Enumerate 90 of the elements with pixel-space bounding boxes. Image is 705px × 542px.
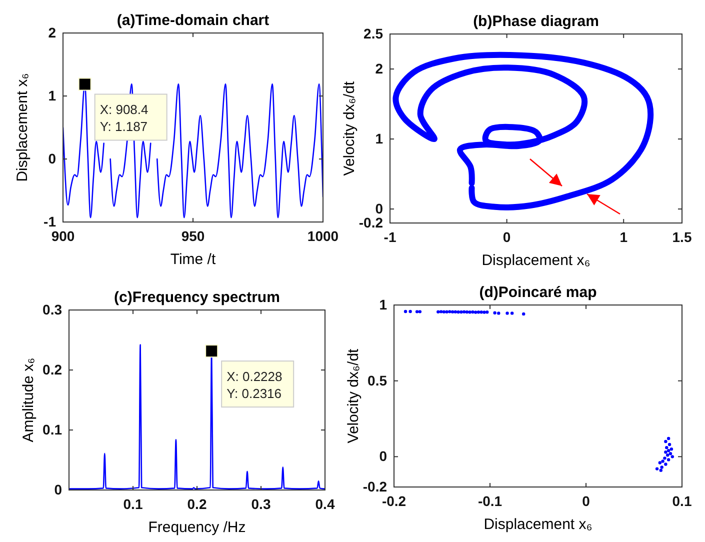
y-tick-label: 1: [375, 130, 384, 146]
y-tick-label: 0: [379, 448, 388, 464]
point: [659, 468, 662, 472]
x-axis-title: Time /t: [170, 251, 216, 268]
y-axis-title: Amplitude x₆: [20, 358, 37, 442]
x-tick-label: 0.2: [187, 496, 207, 512]
point: [442, 310, 446, 314]
x-axis-title: Frequency /Hz: [148, 519, 246, 536]
point: [445, 310, 448, 314]
point: [664, 462, 668, 466]
y-tick-label: 0: [48, 150, 56, 166]
point: [497, 312, 500, 315]
point: [660, 466, 664, 469]
y-tick-label: 0.2: [42, 361, 62, 378]
line-series: [69, 344, 325, 490]
annotation: X: 0.2228 Y: 0.2316: [226, 369, 282, 402]
point: [665, 446, 668, 450]
x-tick-label: 1: [620, 228, 628, 245]
annotation: X: 908.4 Y: 1.187: [100, 102, 148, 134]
point: [493, 311, 496, 314]
point: [456, 310, 460, 314]
point: [670, 455, 674, 458]
y-tick-label: 1: [379, 296, 388, 312]
point: [506, 312, 509, 315]
point: [655, 467, 659, 470]
point: [408, 310, 412, 314]
point: [664, 440, 668, 444]
point: [482, 310, 486, 314]
point: [510, 312, 514, 315]
point: [474, 310, 478, 314]
point: [480, 310, 483, 314]
y-tick-label: 0.1: [42, 421, 62, 438]
y-tick-label: -0.2: [362, 478, 388, 494]
point: [668, 442, 672, 446]
point: [666, 449, 670, 452]
y-tick-label: 2: [375, 60, 384, 76]
point: [486, 310, 489, 314]
chart-title: (d)Poincaré map: [479, 284, 597, 301]
point: [404, 310, 408, 314]
point: [522, 312, 526, 316]
y-tick-label: 0.5: [368, 372, 388, 388]
x-tick-label: 0: [502, 228, 511, 245]
y-tick-label: 0: [54, 481, 62, 498]
x-tick-label: 900: [51, 228, 75, 244]
x-axis-title: Displacement x₆: [482, 252, 590, 269]
x-tick-label: 0.4: [315, 496, 335, 512]
point: [666, 436, 670, 440]
point: [468, 310, 472, 314]
chart-title: (a)Time-domain chart: [116, 12, 270, 29]
x-tick-label: 0: [582, 492, 590, 509]
point: [415, 310, 419, 314]
point: [668, 452, 672, 456]
x-tick-label: 0.1: [123, 496, 143, 512]
point: [460, 310, 463, 314]
point: [476, 310, 480, 314]
x-tick-label: -0.1: [478, 492, 502, 509]
chart-title: (b)Phase diagram: [473, 13, 599, 30]
y-axis-title: Displacement x₆: [14, 73, 31, 182]
x-tick-label: 1.5: [672, 228, 692, 245]
point: [454, 310, 458, 314]
point: [465, 310, 469, 314]
x-tick-label: 1000: [307, 228, 339, 244]
point: [664, 450, 668, 454]
point: [663, 456, 666, 460]
point: [666, 454, 670, 457]
point: [436, 310, 440, 314]
x-tick-label: 0.3: [251, 496, 271, 512]
y-tick-label: 2.5: [364, 25, 384, 42]
x-tick-label: 0.1: [672, 492, 692, 509]
y-tick-label: 0: [375, 200, 384, 216]
y-tick-label: 1: [48, 87, 56, 104]
point: [471, 310, 474, 314]
x-axis-title: Displacement x₆: [484, 516, 592, 533]
point: [439, 310, 443, 314]
y-axis-title: Velocity dx₆/dt: [341, 80, 358, 176]
point: [670, 447, 674, 451]
point: [658, 461, 662, 464]
point: [450, 310, 454, 314]
point: [666, 458, 670, 462]
y-tick-label: -0.2: [358, 214, 384, 230]
chart-title: (c)Frequency spectrum: [114, 289, 280, 306]
point: [448, 310, 452, 314]
y-tick-label: -1: [44, 213, 56, 230]
point: [661, 460, 664, 463]
y-axis-title: Velocity dx₆/dt: [345, 348, 362, 444]
y-tick-label: 2: [48, 24, 56, 40]
y-tick-label: 0.3: [42, 301, 62, 318]
x-tick-label: 950: [181, 228, 205, 244]
point: [462, 310, 466, 314]
point: [418, 310, 422, 314]
